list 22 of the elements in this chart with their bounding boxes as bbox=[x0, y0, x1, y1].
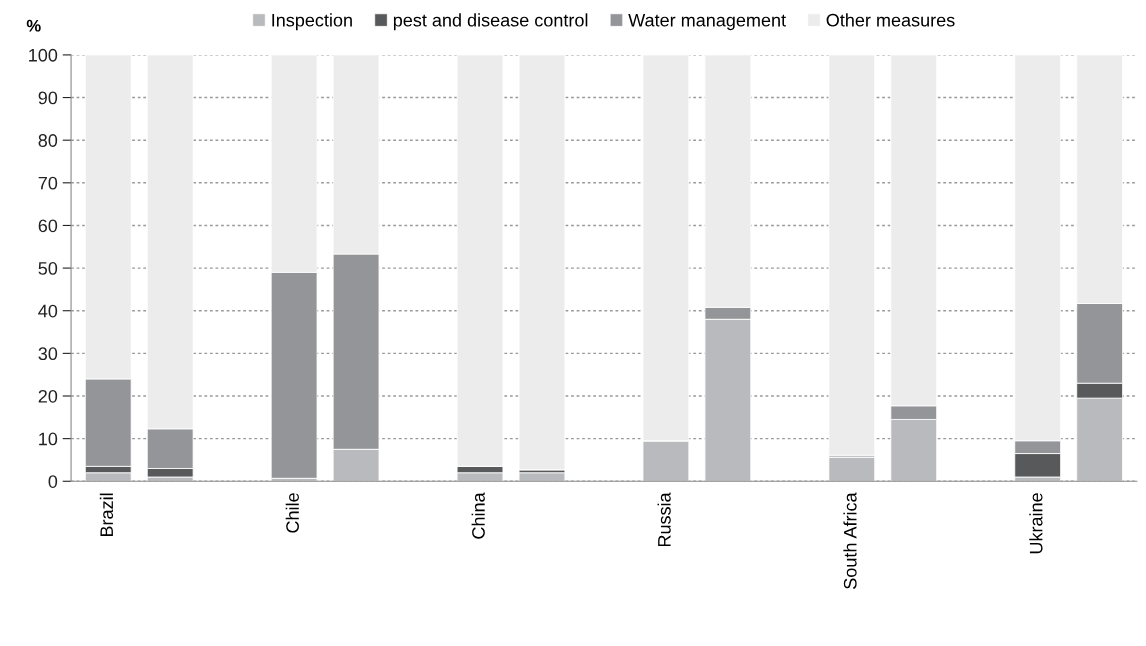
legend-label: Inspection bbox=[272, 13, 352, 31]
y-tick-label: 90 bbox=[38, 91, 58, 105]
y-tick-label: 100 bbox=[29, 48, 58, 62]
x-tick-label: Brazil bbox=[99, 493, 114, 537]
x-tick-label: Russia bbox=[657, 492, 671, 547]
x-tick-label: China bbox=[471, 492, 485, 539]
legend-label: Other measures bbox=[826, 13, 955, 27]
y-tick-label: 30 bbox=[38, 347, 58, 361]
x-tick-label: South Africa bbox=[843, 492, 857, 589]
x-tick-label: Ukraine bbox=[1029, 493, 1043, 554]
y-tick-label: 0 bbox=[48, 475, 58, 488]
y-tick-label: 60 bbox=[38, 219, 58, 233]
y-tick-label: 40 bbox=[38, 304, 58, 318]
x-tick-label: Chile bbox=[285, 493, 299, 533]
y-tick-label: 80 bbox=[38, 134, 58, 147]
y-tick-label: 70 bbox=[38, 176, 58, 190]
y-tick-label: 20 bbox=[38, 389, 58, 403]
y-axis-title: % bbox=[26, 19, 41, 32]
y-tick-label: 10 bbox=[39, 432, 58, 446]
legend-label: pest and disease control bbox=[393, 13, 588, 31]
legend-label: Water management bbox=[628, 13, 786, 31]
y-tick-label: 50 bbox=[38, 262, 58, 275]
